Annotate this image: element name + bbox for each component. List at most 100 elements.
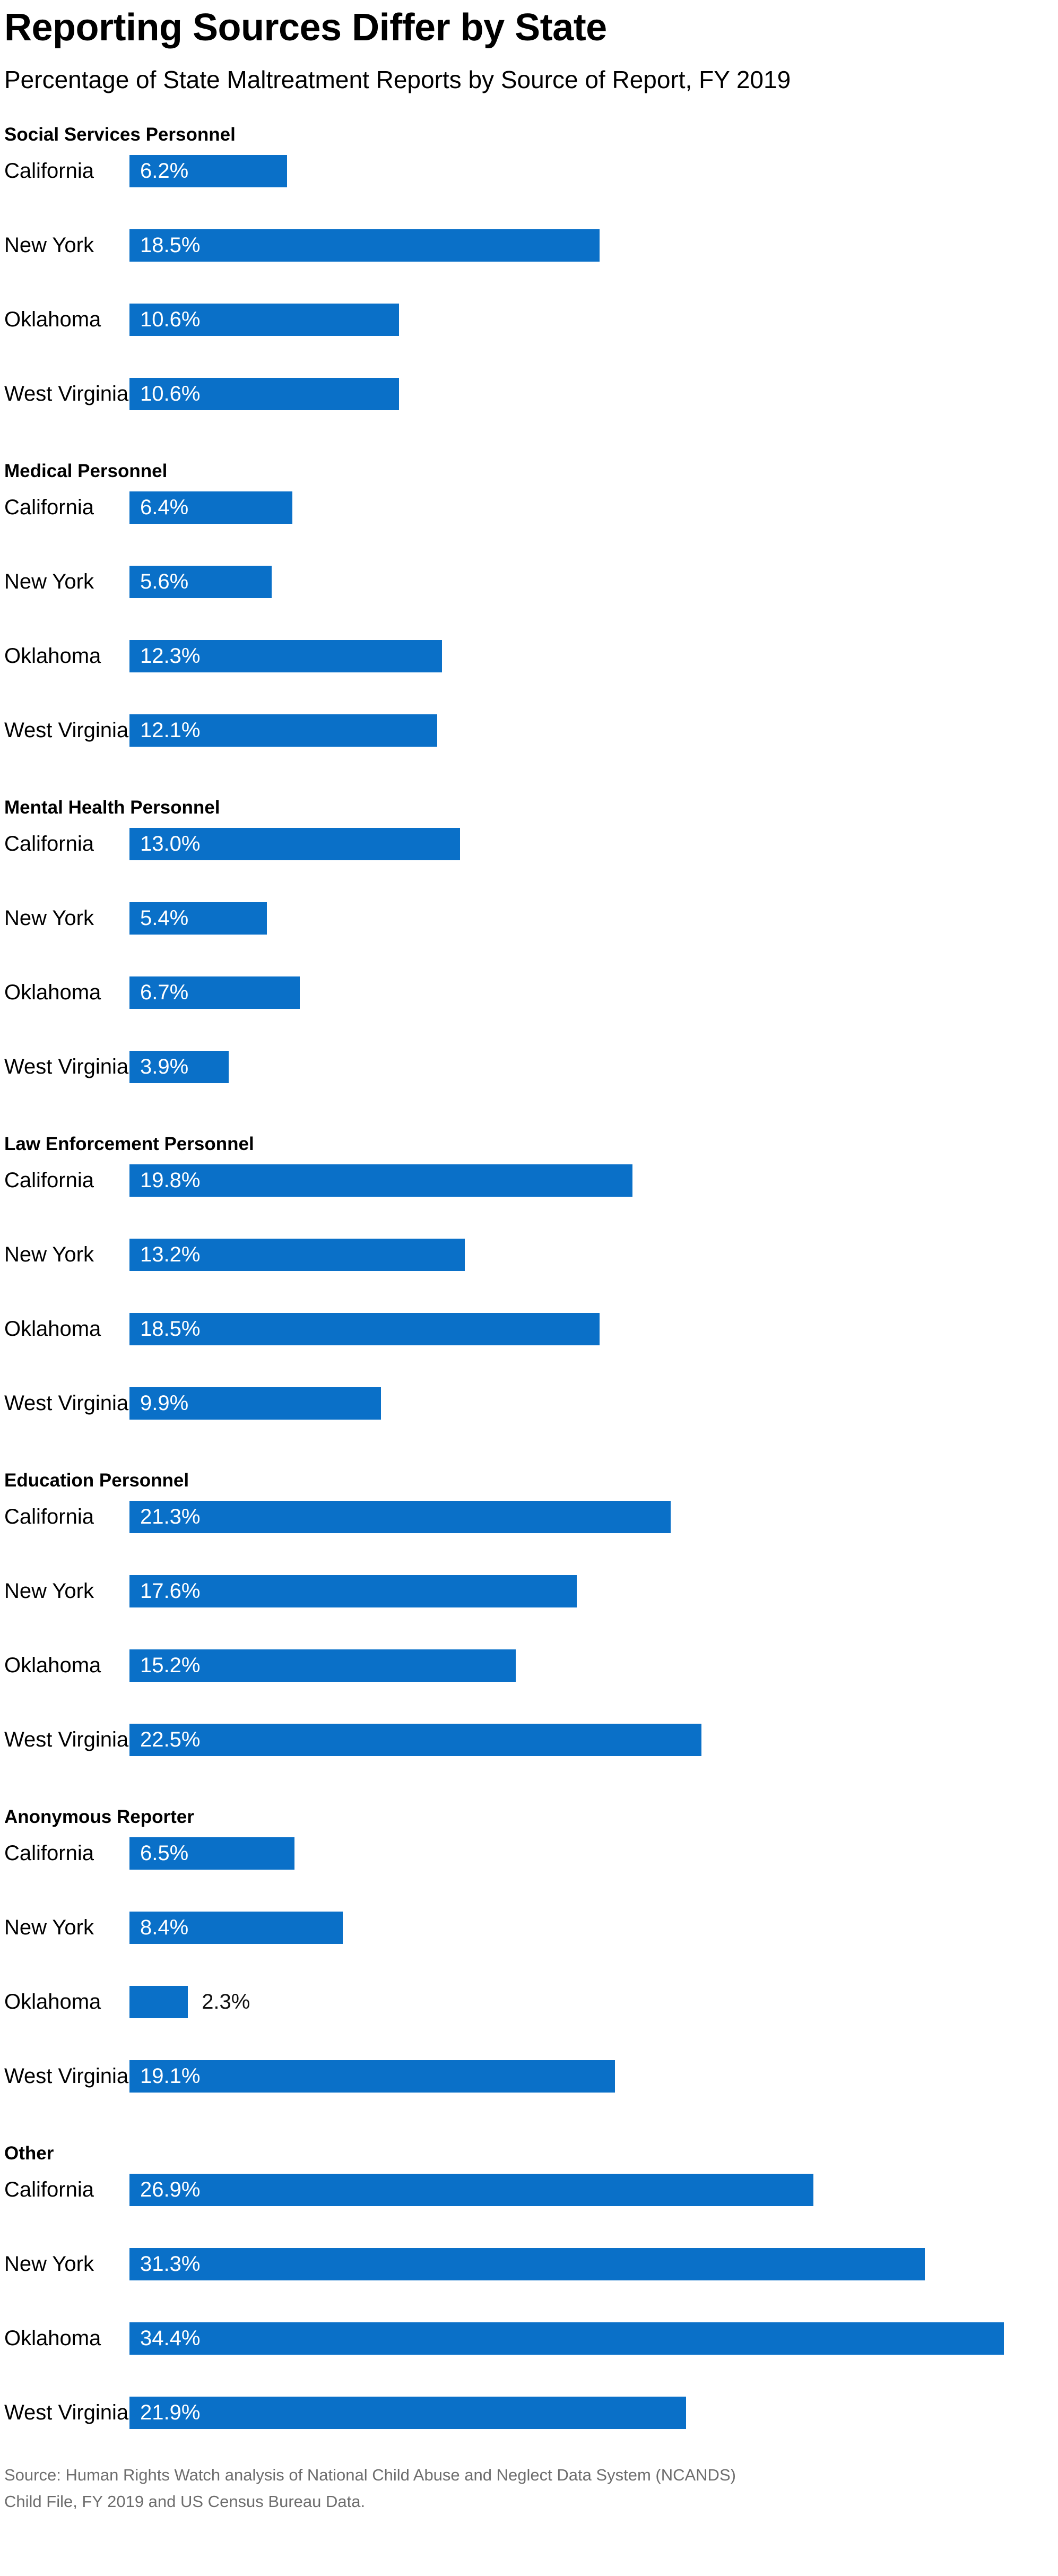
bar: 6.4% [129,491,292,524]
bar: 9.9% [129,1387,381,1420]
value-label: 3.9% [140,1055,189,1078]
value-label: 17.6% [140,1579,201,1603]
bar-track: 18.5% 18.5% [129,229,1058,262]
state-label: California [4,2178,94,2201]
state-label: California [4,1169,94,1192]
value-label: 34.4% [140,2327,201,2350]
bar: 31.3% [129,2248,925,2280]
bar-row: Oklahoma 10.6% 10.6% [4,304,1058,336]
bar-track: 2.3% 2.3% [129,1986,1058,2018]
bar-row: California 21.3% 21.3% [4,1501,1058,1533]
bar-row: Oklahoma 2.3% 2.3% [4,1986,1058,2018]
bar-track: 12.1% 12.1% [129,714,1058,747]
bar-track: 19.8% 19.8% [129,1164,1058,1197]
state-label: New York [4,1916,94,1939]
bar-row: West Virginia 19.1% 19.1% [4,2060,1058,2093]
state-label: Oklahoma [4,644,101,668]
bar-track: 3.9% 3.9% [129,1051,1058,1083]
bar: 10.6% [129,304,399,336]
chart-section: Medical Personnel California 6.4% 6.4% N… [4,460,1058,747]
bar-row: New York 5.6% 5.6% [4,566,1058,598]
bar-row: New York 13.2% 13.2% [4,1239,1058,1271]
state-label: West Virginia [4,1391,129,1415]
chart-section: Mental Health Personnel California 13.0%… [4,797,1058,1083]
bar-track: 6.2% 6.2% [129,155,1058,187]
bar-row: Oklahoma 34.4% 34.4% [4,2322,1058,2355]
section-title: Other [4,2143,54,2164]
state-label: New York [4,906,94,930]
bar-row: California 6.2% 6.2% [4,155,1058,187]
state-label: Oklahoma [4,1654,101,1677]
bar-track: 31.3% 31.3% [129,2248,1058,2280]
chart-section: Social Services Personnel California 6.2… [4,124,1058,410]
bar-row: Oklahoma 6.7% 6.7% [4,976,1058,1009]
section-rows: California 6.4% 6.4% New York 5.6% 5.6% … [4,491,1058,747]
chart-body: Social Services Personnel California 6.2… [4,124,1058,2429]
bar-row: New York 18.5% 18.5% [4,229,1058,262]
source-note: Source: Human Rights Watch analysis of N… [4,2462,1058,2515]
state-label: West Virginia [4,382,129,405]
value-label: 31.3% [140,2252,201,2276]
state-label: California [4,1842,94,1865]
source-line-2: Child File, FY 2019 and US Census Bureau… [4,2492,366,2511]
bar: 22.5% [129,1724,701,1756]
value-label: 12.3% [140,644,201,668]
state-label: California [4,1505,94,1528]
bar-row: West Virginia 10.6% 10.6% [4,378,1058,410]
section-title: Mental Health Personnel [4,797,220,818]
bar: 6.2% [129,155,287,187]
bar-track: 9.9% 9.9% [129,1387,1058,1420]
bar-track: 21.3% 21.3% [129,1501,1058,1533]
section-rows: California 19.8% 19.8% New York 13.2% 13… [4,1164,1058,1420]
value-label: 19.1% [140,2064,201,2088]
section-rows: California 21.3% 21.3% New York 17.6% 17… [4,1501,1058,1756]
chart-section: Education Personnel California 21.3% 21.… [4,1469,1058,1756]
bar-track: 6.4% 6.4% [129,491,1058,524]
value-label: 21.9% [140,2401,201,2424]
bar-track: 26.9% 26.9% [129,2174,1058,2206]
section-title: Education Personnel [4,1470,189,1491]
state-label: West Virginia [4,1055,129,1078]
state-label: New York [4,2252,94,2276]
bar: 5.4% [129,902,267,935]
value-label: 18.5% [140,1317,201,1341]
bar: 10.6% [129,378,399,410]
bar: 6.5% [129,1837,295,1870]
bar-row: Oklahoma 15.2% 15.2% [4,1649,1058,1682]
bar-row: Oklahoma 12.3% 12.3% [4,640,1058,672]
state-label: Oklahoma [4,1990,101,2013]
bar-row: California 6.5% 6.5% [4,1837,1058,1870]
state-label: Oklahoma [4,2327,101,2350]
section-rows: California 13.0% 13.0% New York 5.4% 5.4… [4,828,1058,1083]
bar-row: West Virginia 9.9% 9.9% [4,1387,1058,1420]
bar-track: 5.6% 5.6% [129,566,1058,598]
bar-track: 8.4% 8.4% [129,1912,1058,1944]
section-rows: California 6.5% 6.5% New York 8.4% 8.4% … [4,1837,1058,2093]
bar-track: 17.6% 17.6% [129,1575,1058,1607]
value-label-outside: 2.3% [202,1990,250,2013]
bar-row: West Virginia 22.5% 22.5% [4,1724,1058,1756]
state-label: Oklahoma [4,308,101,331]
bar-row: New York 8.4% 8.4% [4,1912,1058,1944]
bar: 21.3% [129,1501,671,1533]
bar-track: 6.7% 6.7% [129,976,1058,1009]
value-label: 13.0% [140,832,201,855]
bar-track: 22.5% 22.5% [129,1724,1058,1756]
bar: 18.5% [129,229,600,262]
bar-row: New York 5.4% 5.4% [4,902,1058,935]
value-label: 12.1% [140,719,201,742]
state-label: West Virginia [4,719,129,742]
state-label: New York [4,1579,94,1603]
bar-row: California 26.9% 26.9% [4,2174,1058,2206]
bar-track: 34.4% 34.4% [129,2322,1058,2355]
bar-row: West Virginia 3.9% 3.9% [4,1051,1058,1083]
state-label: Oklahoma [4,1317,101,1341]
chart-section: Other California 26.9% 26.9% New York 31… [4,2142,1058,2429]
state-label: New York [4,570,94,593]
bar-track: 15.2% 15.2% [129,1649,1058,1682]
state-label: New York [4,1243,94,1266]
state-label: West Virginia [4,2064,129,2088]
state-label: Oklahoma [4,981,101,1004]
bar: 18.5% [129,1313,600,1345]
value-label: 22.5% [140,1728,201,1751]
